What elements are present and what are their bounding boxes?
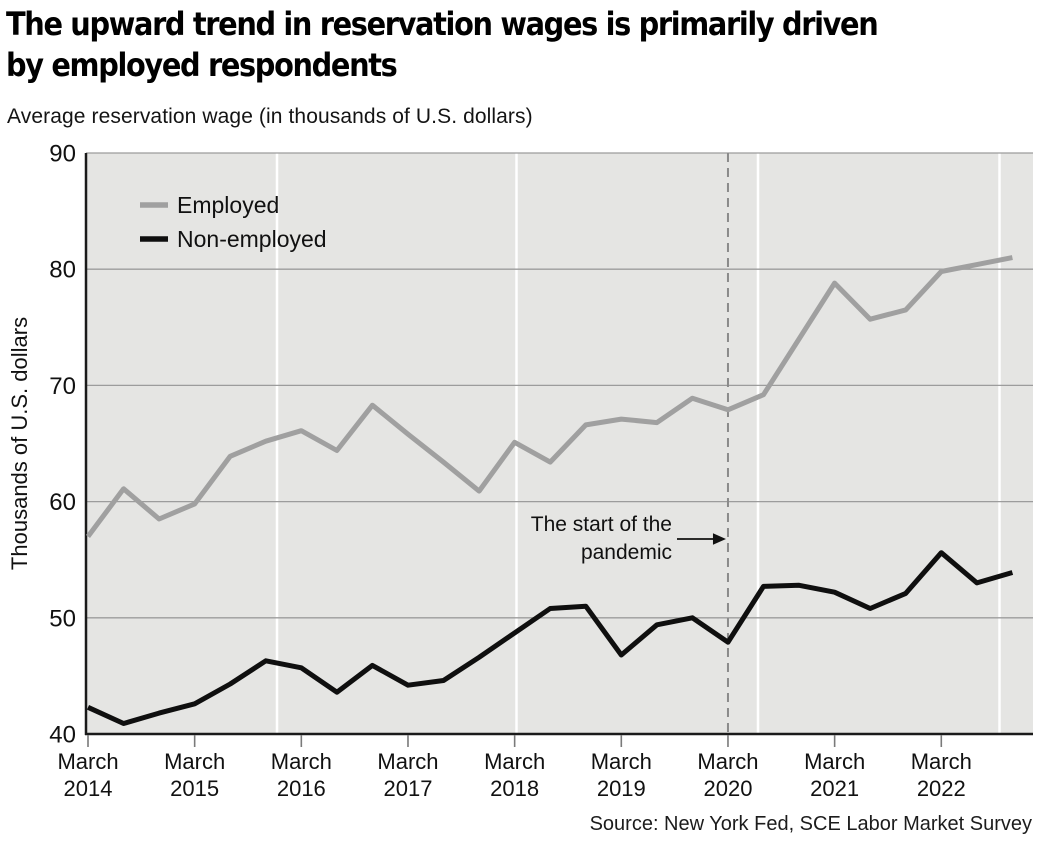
x-tick-label-month-2020: March xyxy=(697,749,758,774)
chart-title-line1: The upward trend in reservation wages is… xyxy=(6,5,879,43)
annotation-arrowhead xyxy=(712,533,726,545)
chart-subtitle: Average reservation wage (in thousands o… xyxy=(7,105,533,128)
x-tick-label-year-2018: 2018 xyxy=(490,776,539,801)
x-tick-label-year-2017: 2017 xyxy=(384,776,433,801)
x-tick-label-year-2022: 2022 xyxy=(917,776,966,801)
chart-title-line2: by employed respondents xyxy=(6,46,398,84)
series-line-employed xyxy=(85,255,1013,538)
annotation-line2: pandemic xyxy=(581,541,672,564)
series-line-non-employed xyxy=(86,550,1014,726)
y-tick-label-50: 50 xyxy=(49,605,76,632)
y-tick-label-80: 80 xyxy=(49,257,76,284)
x-tick-label-month-2022: March xyxy=(911,749,972,774)
x-tick-label-month-2016: March xyxy=(271,749,332,774)
x-tick-label-month-2017: March xyxy=(377,749,438,774)
y-tick-label-90: 90 xyxy=(49,141,76,168)
source-note: Source: New York Fed, SCE Labor Market S… xyxy=(589,813,1032,835)
annotation-line1: The start of the xyxy=(531,513,672,536)
y-tick-label-60: 60 xyxy=(49,489,76,516)
x-tick-label-month-2018: March xyxy=(484,749,545,774)
x-tick-label-year-2020: 2020 xyxy=(703,776,752,801)
x-tick-label-year-2021: 2021 xyxy=(810,776,859,801)
x-tick-label-month-2019: March xyxy=(591,749,652,774)
chart-title: The upward trend in reservation wages is… xyxy=(6,4,879,86)
y-tick-label-70: 70 xyxy=(49,373,76,400)
legend-label-non-employed: Non-employed xyxy=(177,226,327,252)
plot-background xyxy=(86,153,1033,734)
y-axis-title: Thousands of U.S. dollars xyxy=(7,317,32,570)
x-tick-label-year-2015: 2015 xyxy=(170,776,219,801)
x-tick-label-year-2019: 2019 xyxy=(597,776,646,801)
x-tick-label-month-2014: March xyxy=(57,749,118,774)
x-tick-label-year-2016: 2016 xyxy=(277,776,326,801)
legend-label-employed: Employed xyxy=(177,192,279,218)
y-tick-label-40: 40 xyxy=(49,722,76,749)
x-tick-label-year-2014: 2014 xyxy=(64,776,113,801)
x-tick-label-month-2021: March xyxy=(804,749,865,774)
x-tick-label-month-2015: March xyxy=(164,749,225,774)
